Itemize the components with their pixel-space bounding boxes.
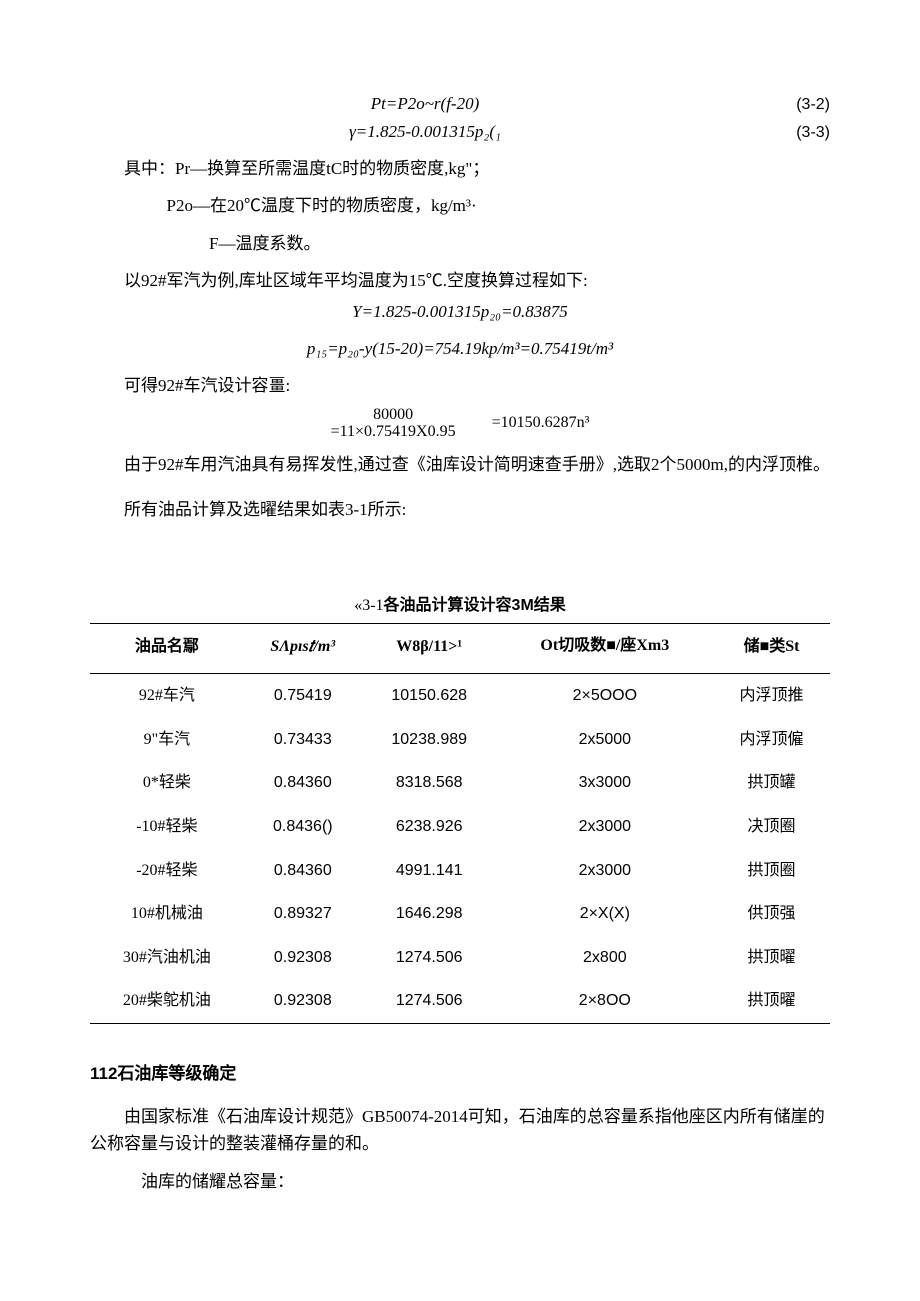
equation-3-3: γ=1.825-0.001315p₂(₁ (3-3) [90, 118, 830, 146]
fraction-result: =10150.6287n³ [492, 410, 590, 436]
cell: 拱顶罐 [713, 761, 830, 805]
cell: 10#机械油 [90, 892, 244, 936]
cell: 10150.628 [362, 674, 497, 718]
equation-3-2: Pt=P2o~r(f-20) (3-2) [90, 90, 830, 118]
calc-p15: p₁₅=p₂₀-y(15-20)=754.19kp/m³=0.75419t/m³ [90, 335, 830, 362]
caption-prefix: «3-1 [354, 597, 383, 614]
cell: 内浮顶僱 [713, 718, 830, 762]
cell: 拱顶圈 [713, 849, 830, 893]
section-paragraph-1: 由国家标准《石油库设计规范》GB50074-2014可知，石油库的总容量系指他座… [90, 1103, 830, 1157]
cell: 0.8436() [244, 805, 362, 849]
table-row: 0*轻柴 0.84360 8318.568 3x3000 拱顶罐 [90, 761, 830, 805]
section-heading: 112石油库等级确定 [90, 1060, 830, 1087]
definition-pr: 具中：Pr—换算至所需温度tC时的物质密度,kg"； [90, 155, 830, 182]
table-intro: 所有油品计算及选曜结果如表3-1所示: [90, 496, 830, 523]
table-row: 9"车汽 0.73433 10238.989 2x5000 内浮顶僱 [90, 718, 830, 762]
table-row: 92#车汽 0.75419 10150.628 2×5OOO 内浮顶推 [90, 674, 830, 718]
table-row: -10#轻柴 0.8436() 6238.926 2x3000 决顶圈 [90, 805, 830, 849]
table-row: -20#轻柴 0.84360 4991.141 2x3000 拱顶圈 [90, 849, 830, 893]
cell: 2x5000 [497, 718, 713, 762]
equation-number: (3-2) [760, 92, 830, 118]
cell: 3x3000 [497, 761, 713, 805]
cell: 1274.506 [362, 936, 497, 980]
fraction-left: 80000 =11×0.75419X0.95 [331, 406, 456, 441]
cell: 4991.141 [362, 849, 497, 893]
cell: 6238.926 [362, 805, 497, 849]
col-tank-count: Ot切吸数■/座Xm3 [497, 623, 713, 674]
section-paragraph-2: 油库的储耀总容量： [90, 1168, 830, 1195]
cell: 0.89327 [244, 892, 362, 936]
cell: 2x3000 [497, 805, 713, 849]
equation-text: Pt=P2o~r(f-20) [90, 90, 760, 117]
cell: 拱顶曜 [713, 979, 830, 1023]
table-row: 10#机械油 0.89327 1646.298 2×X(X) 供顶强 [90, 892, 830, 936]
cell: 决顶圈 [713, 805, 830, 849]
definition-f: F—温度系数。 [90, 230, 830, 257]
cell: 2×8OO [497, 979, 713, 1023]
cell: 拱顶曜 [713, 936, 830, 980]
cell: 供顶强 [713, 892, 830, 936]
table-row: 30#汽油机油 0.92308 1274.506 2x800 拱顶曜 [90, 936, 830, 980]
cell: 0.92308 [244, 936, 362, 980]
table-caption: «3-1各油品计算设计容3M结果 [90, 593, 830, 619]
cell: 20#柴鸵机油 [90, 979, 244, 1023]
col-oil-name: 油品名鄢 [90, 623, 244, 674]
definition-p2o: P2o—在20℃温度下时的物质密度，kg/m³· [90, 192, 830, 219]
fraction-denominator: =11×0.75419X0.95 [331, 423, 456, 441]
oil-calculation-table: 油品名鄢 SΛpıs𝑡/m³ W8β/11>¹ Ot切吸数■/座Xm3 储■类S… [90, 623, 830, 1024]
table-body: 92#车汽 0.75419 10150.628 2×5OOO 内浮顶推 9"车汽… [90, 674, 830, 1024]
equation-number: (3-3) [760, 120, 830, 146]
table-header-row: 油品名鄢 SΛpıs𝑡/m³ W8β/11>¹ Ot切吸数■/座Xm3 储■类S… [90, 623, 830, 674]
cell: 0.73433 [244, 718, 362, 762]
table-row: 20#柴鸵机油 0.92308 1274.506 2×8OO 拱顶曜 [90, 979, 830, 1023]
cell: 2x3000 [497, 849, 713, 893]
fraction-numerator: 80000 [373, 406, 413, 424]
caption-suffix: 结果 [534, 597, 566, 614]
equation-text: γ=1.825-0.001315p₂(₁ [90, 118, 760, 145]
design-capacity-intro: 可得92#车汽设计容畺: [90, 372, 830, 399]
cell: 0.75419 [244, 674, 362, 718]
cell: -20#轻柴 [90, 849, 244, 893]
cell: 2×X(X) [497, 892, 713, 936]
cell: 1274.506 [362, 979, 497, 1023]
cell: 0.84360 [244, 761, 362, 805]
equation-block: Pt=P2o~r(f-20) (3-2) γ=1.825-0.001315p₂(… [90, 90, 830, 145]
cell: 92#车汽 [90, 674, 244, 718]
cell: 10238.989 [362, 718, 497, 762]
col-density: SΛpıs𝑡/m³ [244, 623, 362, 674]
col-tank-line1: Ot切吸数■/座Xm3 [540, 635, 669, 657]
example-intro: 以92#军汽为例,库址区域年平均温度为15℃.空度换算过程如下: [90, 267, 830, 294]
cell: 0.84360 [244, 849, 362, 893]
cell: -10#轻柴 [90, 805, 244, 849]
cell: 30#汽油机油 [90, 936, 244, 980]
col-volume: W8β/11>¹ [362, 623, 497, 674]
cell: 1646.298 [362, 892, 497, 936]
caption-bold: 各油品计算设计容 [384, 597, 512, 614]
caption-m: 3M [512, 597, 534, 614]
volatile-note: 由于92#车用汽油具有易挥发性,通过查《油库设计简明速查手册》,选取2个5000… [90, 451, 830, 478]
cell: 内浮顶推 [713, 674, 830, 718]
col-tank-type: 储■类St [713, 623, 830, 674]
capacity-fraction: 80000 =11×0.75419X0.95 =10150.6287n³ [90, 406, 830, 441]
cell: 2x800 [497, 936, 713, 980]
cell: 0.92308 [244, 979, 362, 1023]
cell: 8318.568 [362, 761, 497, 805]
cell: 0*轻柴 [90, 761, 244, 805]
cell: 2×5OOO [497, 674, 713, 718]
cell: 9"车汽 [90, 718, 244, 762]
calc-gamma: Y=1.825-0.001315p₂₀=0.83875 [90, 298, 830, 325]
